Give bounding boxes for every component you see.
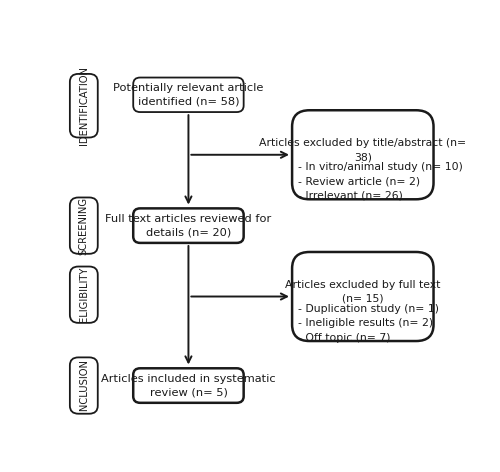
FancyBboxPatch shape — [292, 110, 434, 199]
Text: Articles excluded by full text
(n= 15): Articles excluded by full text (n= 15) — [285, 280, 440, 304]
Text: ELIGIBILITY: ELIGIBILITY — [79, 267, 89, 322]
FancyBboxPatch shape — [70, 357, 98, 414]
Text: - Duplication study (n= 1)
- Ineligible results (n= 2)
- Off topic (n= 7): - Duplication study (n= 1) - Ineligible … — [298, 304, 439, 343]
Text: Articles included in systematic
review (n= 5): Articles included in systematic review (… — [101, 374, 276, 397]
FancyBboxPatch shape — [70, 197, 98, 254]
FancyBboxPatch shape — [133, 208, 244, 243]
Text: INCLUSION: INCLUSION — [79, 359, 89, 413]
Text: SCREENING: SCREENING — [79, 196, 89, 255]
Text: Articles excluded by title/abstract (n=
38): Articles excluded by title/abstract (n= … — [259, 138, 466, 162]
FancyBboxPatch shape — [292, 252, 434, 341]
Text: IDENTIFICATION: IDENTIFICATION — [79, 66, 89, 145]
Text: - In vitro/animal study (n= 10)
- Review article (n= 2)
- Irrelevant (n= 26): - In vitro/animal study (n= 10) - Review… — [298, 162, 463, 201]
FancyBboxPatch shape — [133, 77, 244, 112]
FancyBboxPatch shape — [133, 368, 244, 403]
FancyBboxPatch shape — [70, 74, 98, 137]
Text: Full text articles reviewed for
details (n= 20): Full text articles reviewed for details … — [106, 214, 272, 237]
Text: Potentially relevant article
identified (n= 58): Potentially relevant article identified … — [113, 83, 264, 107]
FancyBboxPatch shape — [70, 267, 98, 323]
